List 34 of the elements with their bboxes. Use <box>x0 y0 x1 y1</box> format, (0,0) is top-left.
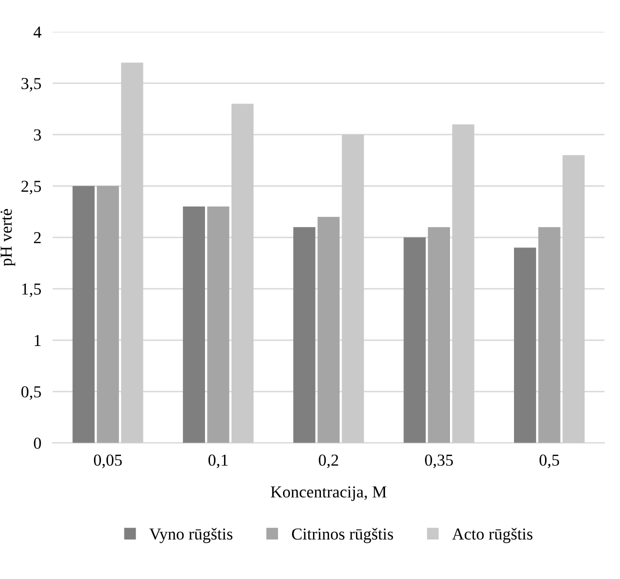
y-tick-label: 2,5 <box>21 180 41 194</box>
bar <box>318 216 340 443</box>
y-tick-label: 3 <box>34 129 41 141</box>
y-tick-label: 4 <box>34 26 42 38</box>
bar <box>562 155 585 443</box>
legend-label: Vyno rūgštis <box>149 528 232 544</box>
y-tick-label: 3,5 <box>22 78 41 92</box>
x-tick-label: 0,2 <box>318 454 338 468</box>
bar <box>96 186 119 443</box>
bar <box>538 227 560 443</box>
bar <box>121 62 144 443</box>
legend-label: Citrinos rūgštis <box>292 528 394 544</box>
y-tick-label: 0,5 <box>21 386 41 400</box>
x-tick-label: 0,1 <box>208 454 228 468</box>
x-tick-label: 0,05 <box>94 454 122 468</box>
bar <box>207 206 230 443</box>
bar <box>452 124 474 443</box>
bar <box>293 227 316 443</box>
x-tick-label: 0,5 <box>540 454 560 468</box>
bar <box>182 206 205 443</box>
x-tick-label: 0,35 <box>425 454 453 468</box>
y-axis-title: pH vertė <box>0 209 16 266</box>
bar <box>72 186 95 443</box>
bar <box>514 248 536 443</box>
x-axis-title: Koncentracija, M <box>270 486 386 501</box>
bar <box>342 134 364 443</box>
bar <box>428 227 450 443</box>
bar <box>231 104 254 443</box>
legend-label: Acto rūgštis <box>452 528 532 544</box>
y-tick-label: 1,5 <box>22 284 41 298</box>
bar <box>404 237 426 443</box>
y-tick-label: 1 <box>34 334 41 346</box>
y-tick-label: 2 <box>34 232 41 244</box>
y-tick-label: 0 <box>34 438 41 449</box>
